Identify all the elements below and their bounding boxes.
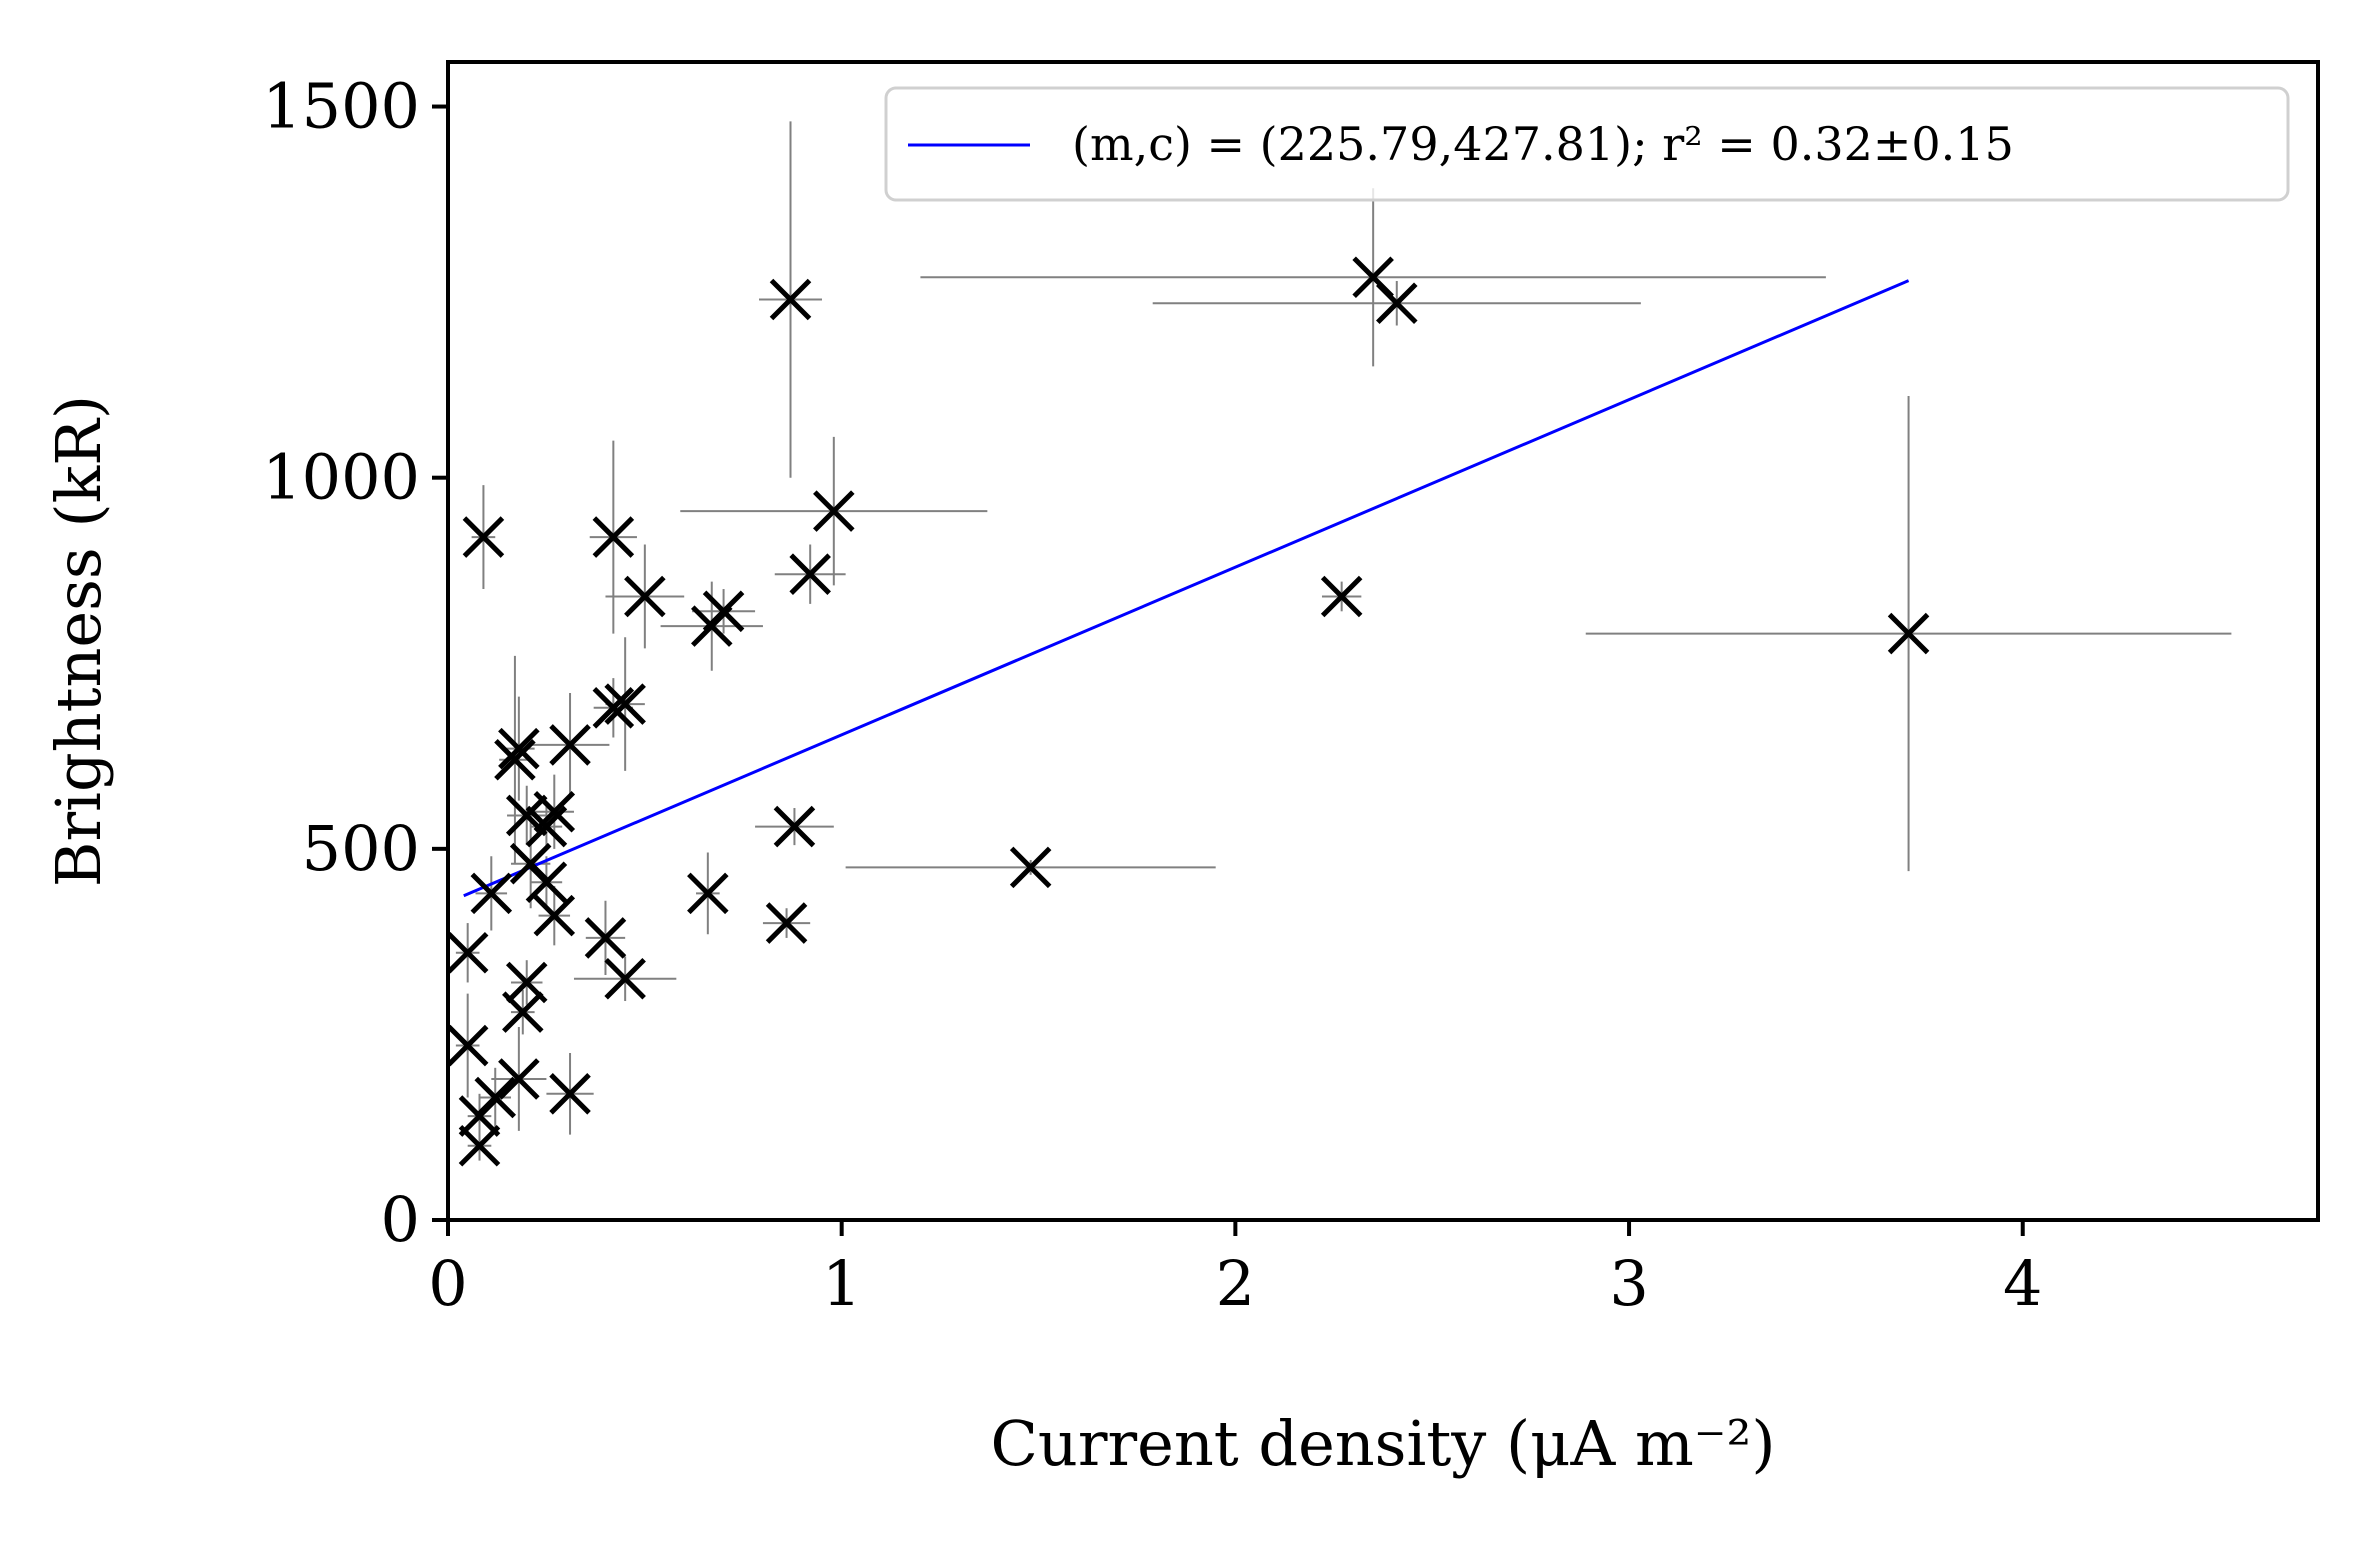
data-point-marker [525, 861, 568, 904]
y-tick-label: 1000 [262, 441, 420, 514]
x-tick-label: 1 [822, 1247, 861, 1320]
data-point-marker [458, 1095, 501, 1137]
data-point-marker [769, 278, 812, 321]
data-point-marker [502, 991, 544, 1033]
data-point-marker [1376, 282, 1418, 325]
data-point-marker [592, 516, 635, 558]
data-point-marker [549, 1073, 591, 1115]
data-point-marker [494, 739, 536, 781]
data-point-marker [446, 932, 489, 974]
legend-box [884, 86, 2290, 202]
data-point-marker [505, 794, 548, 837]
data-point-marker [1320, 575, 1363, 618]
data-point-marker [687, 872, 729, 915]
data-point-marker [498, 1058, 540, 1100]
data-point-marker [533, 894, 576, 937]
data-point-marker [446, 1024, 489, 1067]
x-tick-label: 0 [428, 1247, 467, 1320]
y-axis-ticks: 0 500 1000 1500 [262, 70, 448, 1256]
data-point-marker [813, 490, 855, 532]
data-point-marker [498, 727, 540, 770]
x-tick-label: 4 [2003, 1247, 2042, 1320]
data-point-marker [604, 957, 646, 1000]
y-tick-label: 1500 [262, 70, 420, 143]
x-axis-label: Current density (μA m⁻²) [990, 1407, 1775, 1480]
legend-fit-label: (m,c) = (225.79,427.81); r² = 0.32±0.15 [1072, 117, 2014, 171]
y-tick-label: 0 [381, 1183, 420, 1256]
x-tick-label: 3 [1609, 1247, 1648, 1320]
legend: (m,c) = (225.79,427.81); r² = 0.32±0.15 [884, 86, 2290, 202]
y-tick-label: 500 [302, 812, 420, 885]
data-point-marker [584, 917, 627, 959]
data-point-marker [470, 872, 513, 915]
data-point-marker [604, 683, 646, 725]
fit-line [463, 279, 1910, 898]
data-point-marker [525, 805, 568, 848]
data-point-marker [1887, 612, 1930, 655]
data-point-marker [458, 1125, 501, 1167]
data-point-marker [1009, 846, 1052, 889]
data-point-marker [549, 724, 591, 766]
data-point-marker [462, 516, 505, 558]
fit-line-group [463, 279, 1910, 898]
x-tick-label: 2 [1216, 1247, 1255, 1320]
data-point-marker [691, 605, 733, 647]
y-axis-label: Brightness (kR) [42, 395, 115, 887]
x-axis-ticks: 0 1 2 3 4 [428, 1220, 2042, 1320]
data-point-marker [592, 687, 635, 729]
data-point-marker [624, 575, 666, 618]
data-point-marker [773, 805, 816, 848]
plot-area-frame [446, 60, 2320, 1222]
data-point-marker [789, 553, 831, 595]
data-markers [446, 256, 1930, 1167]
data-point-marker [765, 902, 808, 944]
